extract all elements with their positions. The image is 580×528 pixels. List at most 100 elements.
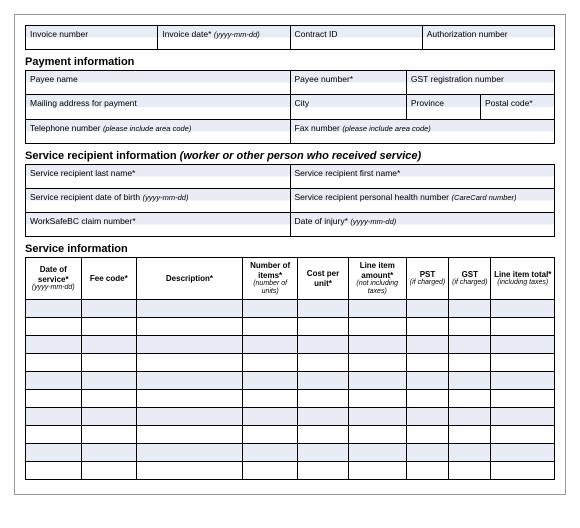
table-cell[interactable] bbox=[449, 407, 491, 425]
table-cell[interactable] bbox=[26, 389, 82, 407]
table-cell[interactable] bbox=[81, 461, 137, 479]
table-cell[interactable] bbox=[26, 335, 82, 353]
table-cell[interactable] bbox=[406, 317, 448, 335]
table-cell[interactable] bbox=[242, 371, 298, 389]
table-cell[interactable] bbox=[26, 353, 82, 371]
table-cell[interactable] bbox=[491, 407, 555, 425]
table-cell[interactable] bbox=[491, 317, 555, 335]
table-cell[interactable] bbox=[137, 371, 243, 389]
table-cell[interactable] bbox=[406, 461, 448, 479]
table-cell[interactable] bbox=[137, 443, 243, 461]
table-cell[interactable] bbox=[449, 461, 491, 479]
table-cell[interactable] bbox=[449, 443, 491, 461]
table-cell[interactable] bbox=[348, 335, 406, 353]
table-cell[interactable] bbox=[137, 317, 243, 335]
table-cell[interactable] bbox=[137, 335, 243, 353]
table-cell[interactable] bbox=[242, 407, 298, 425]
payee-name-cell[interactable]: Payee name bbox=[26, 71, 290, 94]
table-cell[interactable] bbox=[81, 353, 137, 371]
table-cell[interactable] bbox=[26, 371, 82, 389]
table-cell[interactable] bbox=[298, 299, 348, 317]
table-cell[interactable] bbox=[491, 425, 555, 443]
table-cell[interactable] bbox=[81, 443, 137, 461]
table-cell[interactable] bbox=[81, 371, 137, 389]
table-cell[interactable] bbox=[137, 389, 243, 407]
authorization-number-cell[interactable]: Authorization number bbox=[423, 26, 554, 49]
table-cell[interactable] bbox=[348, 371, 406, 389]
table-cell[interactable] bbox=[137, 299, 243, 317]
table-cell[interactable] bbox=[491, 335, 555, 353]
table-cell[interactable] bbox=[81, 407, 137, 425]
table-cell[interactable] bbox=[348, 353, 406, 371]
table-cell[interactable] bbox=[137, 407, 243, 425]
contract-id-cell[interactable]: Contract ID bbox=[291, 26, 422, 49]
table-cell[interactable] bbox=[406, 389, 448, 407]
table-cell[interactable] bbox=[242, 335, 298, 353]
table-cell[interactable] bbox=[406, 425, 448, 443]
table-cell[interactable] bbox=[406, 299, 448, 317]
table-cell[interactable] bbox=[81, 389, 137, 407]
table-cell[interactable] bbox=[406, 335, 448, 353]
table-cell[interactable] bbox=[81, 317, 137, 335]
table-cell[interactable] bbox=[491, 353, 555, 371]
table-cell[interactable] bbox=[298, 335, 348, 353]
table-cell[interactable] bbox=[137, 425, 243, 443]
table-cell[interactable] bbox=[406, 371, 448, 389]
table-cell[interactable] bbox=[26, 317, 82, 335]
table-cell[interactable] bbox=[449, 353, 491, 371]
table-cell[interactable] bbox=[242, 353, 298, 371]
table-cell[interactable] bbox=[26, 407, 82, 425]
table-cell[interactable] bbox=[348, 443, 406, 461]
table-cell[interactable] bbox=[81, 335, 137, 353]
table-cell[interactable] bbox=[406, 407, 448, 425]
table-cell[interactable] bbox=[348, 407, 406, 425]
payee-number-cell[interactable]: Payee number* bbox=[291, 71, 406, 94]
table-cell[interactable] bbox=[81, 425, 137, 443]
dob-cell[interactable]: Service recipient date of birth (yyyy-mm… bbox=[26, 189, 290, 212]
table-cell[interactable] bbox=[348, 317, 406, 335]
first-name-cell[interactable]: Service recipient first name* bbox=[291, 165, 555, 188]
table-cell[interactable] bbox=[449, 317, 491, 335]
table-cell[interactable] bbox=[242, 317, 298, 335]
claim-cell[interactable]: WorkSafeBC claim number* bbox=[26, 213, 290, 236]
table-cell[interactable] bbox=[298, 371, 348, 389]
mailing-cell[interactable]: Mailing address for payment bbox=[26, 95, 290, 118]
table-cell[interactable] bbox=[348, 299, 406, 317]
table-cell[interactable] bbox=[242, 425, 298, 443]
table-cell[interactable] bbox=[491, 371, 555, 389]
table-cell[interactable] bbox=[26, 299, 82, 317]
invoice-date-cell[interactable]: Invoice date* (yyyy-mm-dd) bbox=[158, 26, 289, 49]
fax-cell[interactable]: Fax number (please include area code) bbox=[291, 120, 554, 143]
table-cell[interactable] bbox=[449, 371, 491, 389]
table-cell[interactable] bbox=[348, 389, 406, 407]
table-cell[interactable] bbox=[298, 353, 348, 371]
table-cell[interactable] bbox=[242, 389, 298, 407]
last-name-cell[interactable]: Service recipient last name* bbox=[26, 165, 290, 188]
injury-cell[interactable]: Date of injury* (yyyy-mm-dd) bbox=[291, 213, 555, 236]
table-cell[interactable] bbox=[298, 443, 348, 461]
table-cell[interactable] bbox=[449, 389, 491, 407]
gst-reg-cell[interactable]: GST registration number bbox=[407, 71, 554, 94]
table-cell[interactable] bbox=[491, 461, 555, 479]
province-cell[interactable]: Province bbox=[407, 95, 480, 118]
city-cell[interactable]: City bbox=[291, 95, 406, 118]
table-cell[interactable] bbox=[26, 425, 82, 443]
table-cell[interactable] bbox=[406, 443, 448, 461]
postal-cell[interactable]: Postal code* bbox=[481, 95, 554, 118]
table-cell[interactable] bbox=[298, 407, 348, 425]
table-cell[interactable] bbox=[242, 461, 298, 479]
table-cell[interactable] bbox=[449, 299, 491, 317]
table-cell[interactable] bbox=[298, 389, 348, 407]
table-cell[interactable] bbox=[81, 299, 137, 317]
table-cell[interactable] bbox=[298, 317, 348, 335]
table-cell[interactable] bbox=[298, 461, 348, 479]
table-cell[interactable] bbox=[449, 425, 491, 443]
table-cell[interactable] bbox=[348, 425, 406, 443]
table-cell[interactable] bbox=[26, 443, 82, 461]
table-cell[interactable] bbox=[298, 425, 348, 443]
table-cell[interactable] bbox=[449, 335, 491, 353]
table-cell[interactable] bbox=[137, 353, 243, 371]
table-cell[interactable] bbox=[406, 353, 448, 371]
table-cell[interactable] bbox=[491, 389, 555, 407]
telephone-cell[interactable]: Telephone number (please include area co… bbox=[26, 120, 290, 143]
